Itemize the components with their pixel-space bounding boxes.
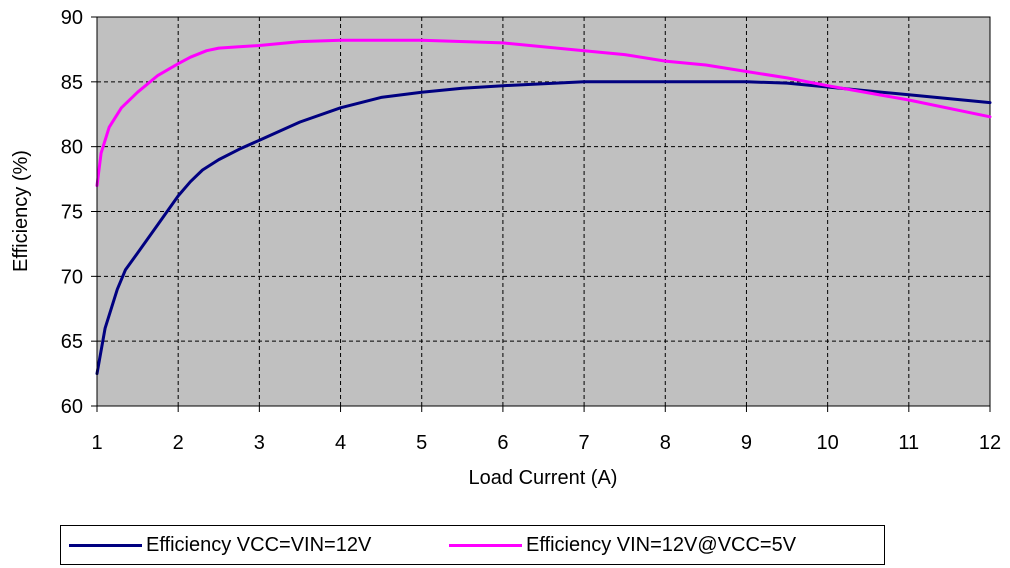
legend-swatch-series-2 <box>449 543 522 547</box>
x-tick-label: 10 <box>817 432 839 454</box>
x-tick-label: 2 <box>173 432 184 454</box>
legend: Efficiency VCC=VIN=12V Efficiency VIN=12… <box>60 525 885 565</box>
y-axis-title: Efficiency (%) <box>10 150 32 272</box>
y-tick-label: 90 <box>61 7 83 29</box>
legend-item-series-1: Efficiency VCC=VIN=12V <box>69 526 371 564</box>
x-tick-label: 4 <box>335 432 346 454</box>
legend-label-series-2: Efficiency VIN=12V@VCC=5V <box>526 533 797 556</box>
legend-swatch-series-1 <box>69 543 142 547</box>
series-line-2 <box>95 38 992 188</box>
x-tick-label: 12 <box>979 432 1001 454</box>
series-line-1 <box>95 80 992 376</box>
x-tick-label: 1 <box>91 432 102 454</box>
y-tick-label: 60 <box>61 396 83 418</box>
y-tick-label: 65 <box>61 331 83 353</box>
y-tick-label: 70 <box>61 266 83 288</box>
x-tick-label: 8 <box>660 432 671 454</box>
legend-label-series-1: Efficiency VCC=VIN=12V <box>146 533 372 556</box>
x-tick-label: 7 <box>579 432 590 454</box>
x-tick-label: 6 <box>497 432 508 454</box>
series-layer <box>95 38 992 376</box>
x-tick-label: 9 <box>741 432 752 454</box>
x-tick-label: 3 <box>254 432 265 454</box>
x-tick-label: 5 <box>416 432 427 454</box>
x-tick-label: 11 <box>898 432 919 454</box>
y-tick-label: 85 <box>61 72 83 94</box>
axes <box>91 16 991 412</box>
x-axis-title: Load Current (A) <box>469 467 618 489</box>
y-tick-label: 75 <box>61 202 83 224</box>
legend-item-series-2: Efficiency VIN=12V@VCC=5V <box>449 526 796 564</box>
y-tick-label: 80 <box>61 137 83 159</box>
